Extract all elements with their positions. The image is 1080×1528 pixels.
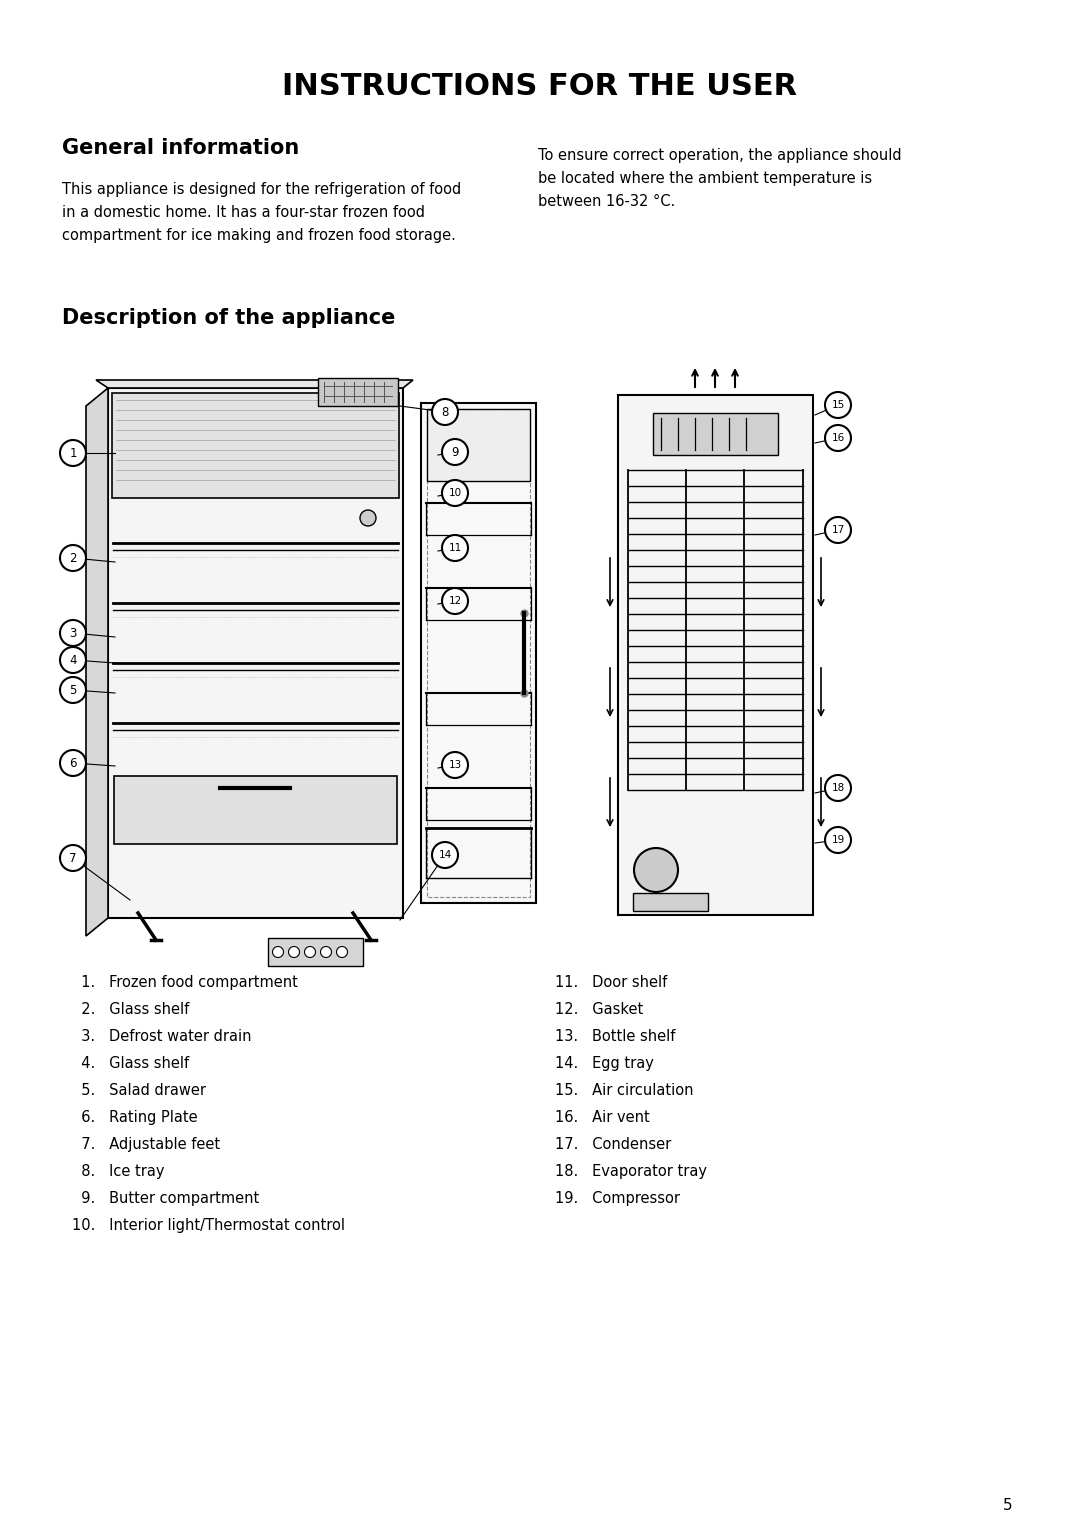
- Polygon shape: [653, 413, 778, 455]
- Text: 14: 14: [438, 850, 451, 860]
- Circle shape: [634, 848, 678, 892]
- Polygon shape: [86, 388, 108, 937]
- Circle shape: [432, 399, 458, 425]
- Text: 2: 2: [69, 552, 77, 564]
- Circle shape: [825, 775, 851, 801]
- Text: 18: 18: [832, 782, 845, 793]
- Polygon shape: [112, 393, 399, 498]
- Text: 19.   Compressor: 19. Compressor: [555, 1190, 680, 1206]
- Text: 1: 1: [69, 446, 77, 460]
- Text: 7.   Adjustable feet: 7. Adjustable feet: [72, 1137, 220, 1152]
- Circle shape: [432, 842, 458, 868]
- Text: 6.   Rating Plate: 6. Rating Plate: [72, 1109, 198, 1125]
- Circle shape: [272, 946, 283, 958]
- Text: 10: 10: [448, 487, 461, 498]
- Polygon shape: [108, 388, 403, 918]
- Text: 15: 15: [832, 400, 845, 410]
- Text: 1.   Frozen food compartment: 1. Frozen food compartment: [72, 975, 298, 990]
- Text: 15.   Air circulation: 15. Air circulation: [555, 1083, 693, 1099]
- Text: INSTRUCTIONS FOR THE USER: INSTRUCTIONS FOR THE USER: [283, 72, 797, 101]
- Circle shape: [60, 845, 86, 871]
- Text: 4.   Glass shelf: 4. Glass shelf: [72, 1056, 189, 1071]
- Text: 16: 16: [832, 432, 845, 443]
- Circle shape: [442, 588, 468, 614]
- Text: 5: 5: [1002, 1497, 1012, 1513]
- Text: 2.   Glass shelf: 2. Glass shelf: [72, 1002, 189, 1018]
- Text: 8: 8: [442, 405, 448, 419]
- Circle shape: [442, 535, 468, 561]
- Circle shape: [360, 510, 376, 526]
- Circle shape: [60, 620, 86, 646]
- Text: 12.   Gasket: 12. Gasket: [555, 1002, 644, 1018]
- Text: 3.   Defrost water drain: 3. Defrost water drain: [72, 1028, 252, 1044]
- Text: 10.   Interior light/Thermostat control: 10. Interior light/Thermostat control: [72, 1218, 345, 1233]
- Text: 13: 13: [448, 759, 461, 770]
- Circle shape: [60, 677, 86, 703]
- Polygon shape: [421, 403, 536, 903]
- Polygon shape: [114, 776, 397, 843]
- Circle shape: [321, 946, 332, 958]
- Circle shape: [60, 646, 86, 672]
- Circle shape: [825, 425, 851, 451]
- Polygon shape: [618, 396, 813, 915]
- Text: 17: 17: [832, 526, 845, 535]
- Polygon shape: [633, 892, 708, 911]
- Text: General information: General information: [62, 138, 299, 157]
- Circle shape: [825, 516, 851, 542]
- Text: 3: 3: [69, 626, 77, 640]
- Text: 5.   Salad drawer: 5. Salad drawer: [72, 1083, 206, 1099]
- Text: 14.   Egg tray: 14. Egg tray: [555, 1056, 653, 1071]
- Text: 9: 9: [451, 446, 459, 458]
- Text: 11.   Door shelf: 11. Door shelf: [555, 975, 667, 990]
- Circle shape: [825, 393, 851, 419]
- Text: 6: 6: [69, 756, 77, 770]
- Circle shape: [442, 480, 468, 506]
- Text: 16.   Air vent: 16. Air vent: [555, 1109, 650, 1125]
- Text: Description of the appliance: Description of the appliance: [62, 309, 395, 329]
- Circle shape: [442, 752, 468, 778]
- Text: 7: 7: [69, 851, 77, 865]
- Circle shape: [60, 545, 86, 571]
- Circle shape: [60, 750, 86, 776]
- Polygon shape: [268, 938, 363, 966]
- Circle shape: [825, 827, 851, 853]
- Text: 17.   Condenser: 17. Condenser: [555, 1137, 672, 1152]
- Circle shape: [337, 946, 348, 958]
- Text: To ensure correct operation, the appliance should
be located where the ambient t: To ensure correct operation, the applian…: [538, 148, 902, 209]
- Text: 13.   Bottle shelf: 13. Bottle shelf: [555, 1028, 675, 1044]
- Text: 19: 19: [832, 834, 845, 845]
- Text: This appliance is designed for the refrigeration of food
in a domestic home. It : This appliance is designed for the refri…: [62, 182, 461, 243]
- Polygon shape: [96, 380, 413, 388]
- Polygon shape: [427, 410, 530, 481]
- Text: 5: 5: [69, 683, 77, 697]
- Circle shape: [288, 946, 299, 958]
- Text: 11: 11: [448, 542, 461, 553]
- Text: 18.   Evaporator tray: 18. Evaporator tray: [555, 1164, 707, 1180]
- Text: 12: 12: [448, 596, 461, 607]
- Text: 9.   Butter compartment: 9. Butter compartment: [72, 1190, 259, 1206]
- Circle shape: [442, 439, 468, 465]
- Polygon shape: [318, 377, 399, 406]
- Circle shape: [60, 440, 86, 466]
- Text: 8.   Ice tray: 8. Ice tray: [72, 1164, 164, 1180]
- Text: 4: 4: [69, 654, 77, 666]
- Circle shape: [305, 946, 315, 958]
